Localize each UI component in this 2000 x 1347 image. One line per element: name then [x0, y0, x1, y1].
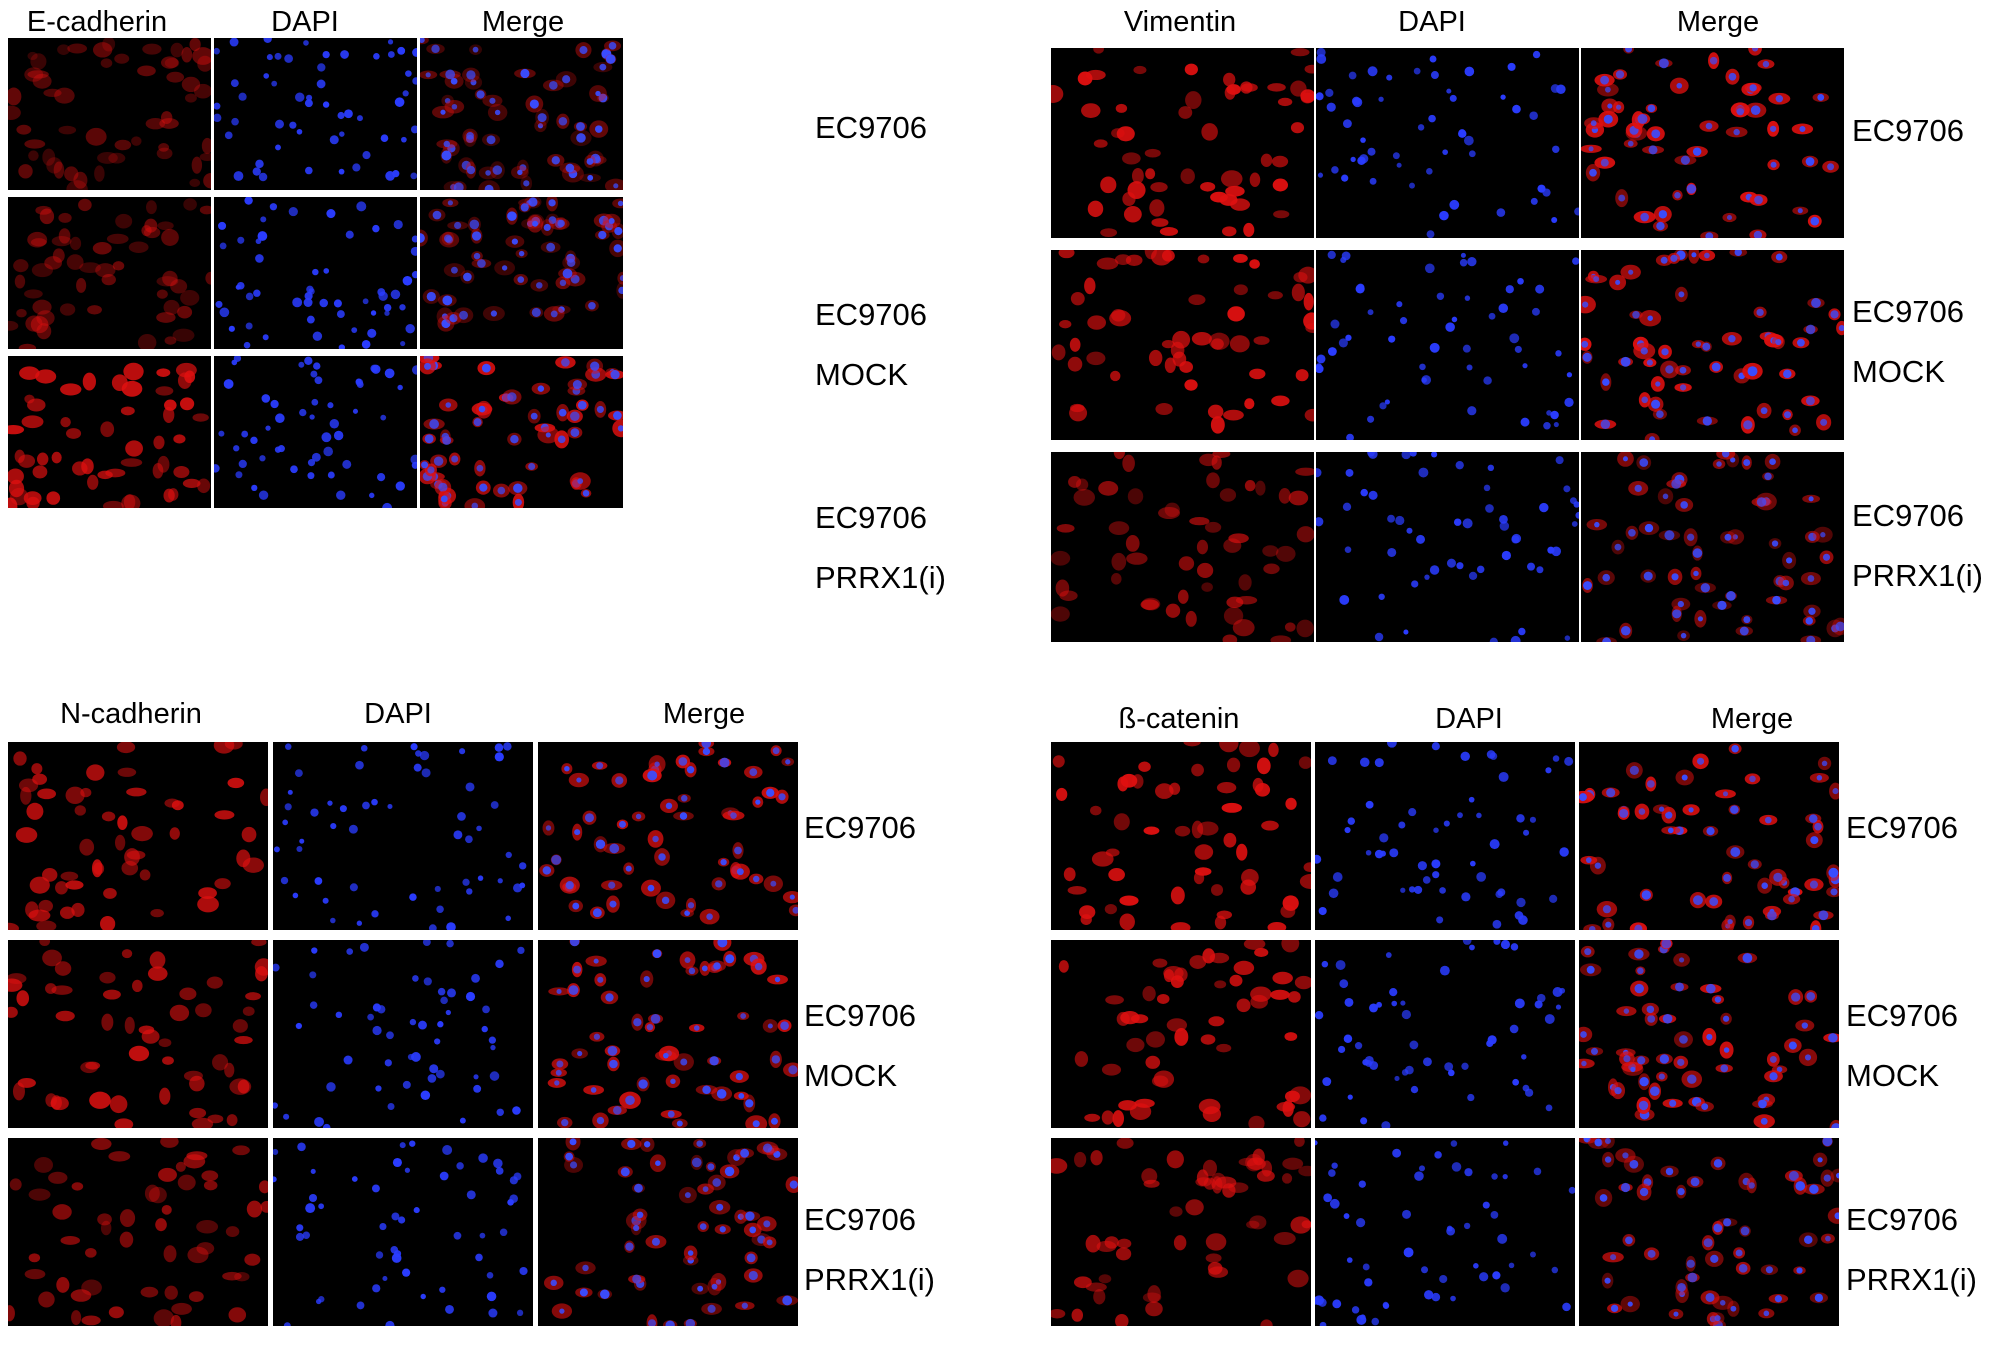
e-cadherin-row-label-2-line-0: EC9706 — [815, 500, 928, 535]
e-cadherin-row-label-0: EC9706 — [815, 98, 927, 158]
e-cadherin-column-header-1: DAPI — [271, 6, 339, 38]
vimentin-micrograph-red-row-1 — [1051, 250, 1314, 440]
b-catenin-column-header-0: ß-catenin — [1118, 703, 1240, 735]
n-cadherin-micrograph-blue-row-2 — [273, 1138, 533, 1326]
b-catenin-row-label-1-line-1: MOCK — [1846, 1058, 1939, 1093]
e-cadherin-column-header-0: E-cadherin — [26, 6, 168, 38]
b-catenin-column-header-1: DAPI — [1435, 703, 1503, 735]
vimentin-row-label-2-line-1: PRRX1(i) — [1852, 558, 1983, 593]
n-cadherin-micrograph-blue-row-0 — [273, 742, 533, 930]
e-cadherin-micrograph-blue-row-1 — [214, 197, 417, 349]
vimentin-micrograph-red-row-2 — [1051, 452, 1314, 642]
b-catenin-row-label-0-line-0: EC9706 — [1846, 810, 1959, 845]
n-cadherin-micrograph-red-row-2 — [8, 1138, 268, 1326]
e-cadherin-row-label-1-line-1: MOCK — [815, 357, 908, 392]
vimentin-row-label-1: EC9706 MOCK — [1852, 282, 1964, 402]
e-cadherin-micrograph-blue-row-0 — [214, 38, 417, 190]
n-cadherin-row-label-0-line-0: EC9706 — [804, 810, 917, 845]
vimentin-row-label-0-line-0: EC9706 — [1852, 113, 1965, 148]
e-cadherin-micrograph-merge-row-1 — [420, 197, 623, 349]
n-cadherin-micrograph-red-row-1 — [8, 940, 268, 1128]
n-cadherin-row-label-0: EC9706 — [804, 798, 916, 858]
vimentin-column-header-2: Merge — [1676, 6, 1760, 38]
vimentin-micrograph-red-row-0 — [1051, 48, 1314, 238]
n-cadherin-micrograph-red-row-0 — [8, 742, 268, 930]
vimentin-micrograph-blue-row-1 — [1316, 250, 1579, 440]
n-cadherin-row-label-1-line-1: MOCK — [804, 1058, 897, 1093]
vimentin-row-label-1-line-0: EC9706 — [1852, 294, 1965, 329]
e-cadherin-row-label-2-line-1: PRRX1(i) — [815, 560, 946, 595]
b-catenin-micrograph-merge-row-1 — [1579, 940, 1839, 1128]
vimentin-micrograph-blue-row-2 — [1316, 452, 1579, 642]
n-cadherin-row-label-1-line-0: EC9706 — [804, 998, 917, 1033]
b-catenin-row-label-1-line-0: EC9706 — [1846, 998, 1959, 1033]
n-cadherin-row-label-2: EC9706 PRRX1(i) — [804, 1190, 935, 1310]
b-catenin-micrograph-blue-row-2 — [1315, 1138, 1575, 1326]
e-cadherin-row-label-1: EC9706 MOCK — [815, 285, 927, 405]
e-cadherin-micrograph-red-row-0 — [8, 38, 211, 190]
e-cadherin-row-label-0-line-0: EC9706 — [815, 110, 928, 145]
e-cadherin-micrograph-blue-row-2 — [214, 356, 417, 508]
b-catenin-row-label-0: EC9706 — [1846, 798, 1958, 858]
e-cadherin-micrograph-red-row-1 — [8, 197, 211, 349]
b-catenin-row-label-1: EC9706 MOCK — [1846, 986, 1958, 1106]
vimentin-column-header-0: Vimentin — [1123, 6, 1237, 38]
e-cadherin-micrograph-merge-row-2 — [420, 356, 623, 508]
n-cadherin-column-header-2: Merge — [662, 698, 746, 730]
e-cadherin-row-label-1-line-0: EC9706 — [815, 297, 928, 332]
vimentin-row-label-2-line-0: EC9706 — [1852, 498, 1965, 533]
e-cadherin-column-header-2: Merge — [481, 6, 565, 38]
n-cadherin-column-header-0: N-cadherin — [60, 698, 202, 730]
b-catenin-micrograph-blue-row-1 — [1315, 940, 1575, 1128]
vimentin-row-label-1-line-1: MOCK — [1852, 354, 1945, 389]
vimentin-column-header-1: DAPI — [1398, 6, 1466, 38]
n-cadherin-column-header-1: DAPI — [364, 698, 432, 730]
n-cadherin-row-label-1: EC9706 MOCK — [804, 986, 916, 1106]
b-catenin-row-label-2-line-1: PRRX1(i) — [1846, 1262, 1977, 1297]
e-cadherin-micrograph-merge-row-0 — [420, 38, 623, 190]
n-cadherin-micrograph-blue-row-1 — [273, 940, 533, 1128]
vimentin-micrograph-blue-row-0 — [1316, 48, 1579, 238]
vimentin-micrograph-merge-row-0 — [1581, 48, 1844, 238]
e-cadherin-row-label-2: EC9706 PRRX1(i) — [815, 488, 946, 608]
vimentin-micrograph-merge-row-1 — [1581, 250, 1844, 440]
b-catenin-micrograph-red-row-0 — [1051, 742, 1311, 930]
b-catenin-micrograph-red-row-2 — [1051, 1138, 1311, 1326]
n-cadherin-row-label-2-line-0: EC9706 — [804, 1202, 917, 1237]
b-catenin-row-label-2-line-0: EC9706 — [1846, 1202, 1959, 1237]
vimentin-row-label-2: EC9706 PRRX1(i) — [1852, 486, 1983, 606]
n-cadherin-micrograph-merge-row-2 — [538, 1138, 798, 1326]
b-catenin-micrograph-blue-row-0 — [1315, 742, 1575, 930]
b-catenin-column-header-2: Merge — [1710, 703, 1794, 735]
b-catenin-micrograph-merge-row-2 — [1579, 1138, 1839, 1326]
b-catenin-micrograph-merge-row-0 — [1579, 742, 1839, 930]
n-cadherin-micrograph-merge-row-0 — [538, 742, 798, 930]
vimentin-micrograph-merge-row-2 — [1581, 452, 1844, 642]
n-cadherin-micrograph-merge-row-1 — [538, 940, 798, 1128]
n-cadherin-row-label-2-line-1: PRRX1(i) — [804, 1262, 935, 1297]
b-catenin-micrograph-red-row-1 — [1051, 940, 1311, 1128]
vimentin-row-label-0: EC9706 — [1852, 101, 1964, 161]
e-cadherin-micrograph-red-row-2 — [8, 356, 211, 508]
b-catenin-row-label-2: EC9706 PRRX1(i) — [1846, 1190, 1977, 1310]
